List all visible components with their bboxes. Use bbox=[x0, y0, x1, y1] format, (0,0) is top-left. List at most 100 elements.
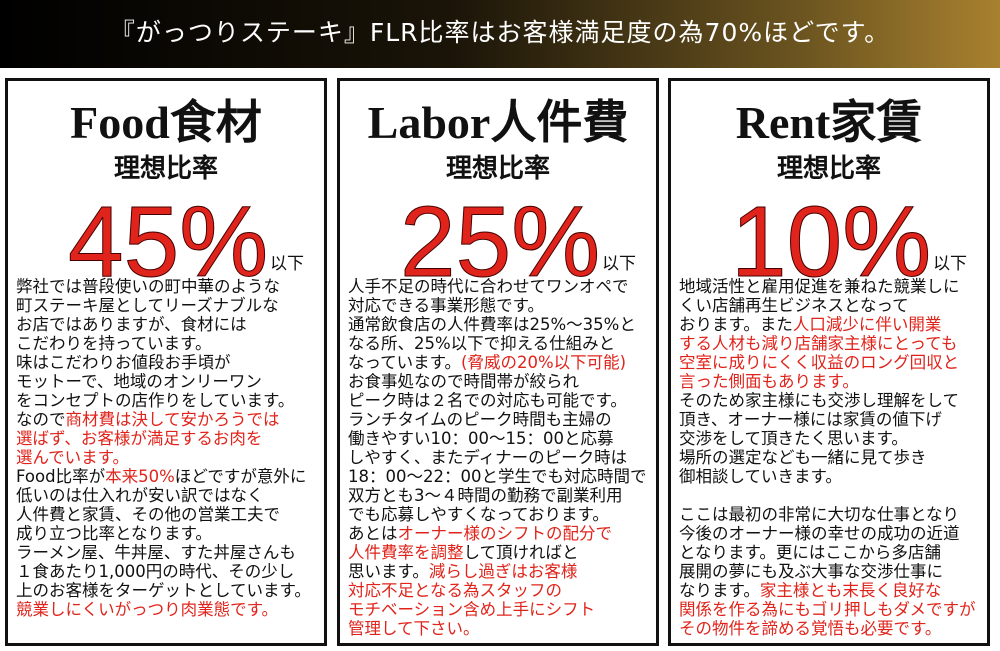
highlight-text: 家主様とも末長く良好な bbox=[759, 581, 942, 600]
text-line: なので商材費は決して安かろうでは bbox=[16, 410, 322, 429]
highlight-text: 本来50% bbox=[105, 467, 175, 486]
text: ほどですが意外に bbox=[174, 467, 307, 486]
text-line: ピーク時は２名での対応も可能です。 bbox=[348, 391, 654, 410]
highlight-text: (脅威の20%以下可能) bbox=[461, 353, 627, 372]
text: １食あたり1,000円の時代、その少し bbox=[16, 562, 295, 581]
text: お店ではありますが、食材には bbox=[16, 315, 247, 334]
text-line: 弊社では普段使いの町中華のような bbox=[16, 277, 322, 296]
text: となります。更にはここから多店舗 bbox=[679, 543, 941, 562]
highlight-text: 商材費は決して安かろうでは bbox=[65, 410, 280, 429]
text-line: 成り立つ比率となります。 bbox=[16, 524, 322, 543]
text: ラーメン屋、牛丼屋、すた丼屋さんも bbox=[16, 543, 296, 562]
paragraph: ここは最初の非常に大切な仕事となり 今後のオーナー様の幸せの成功の近道 となります。… bbox=[679, 505, 985, 638]
text: こだわりを持っています。 bbox=[16, 334, 212, 353]
text-line: モチベーション含め上手にシフト bbox=[348, 600, 654, 619]
panel: Labor人件費 理想比率 25% 以下 人手不足の時代に合わせてワンオペで 対応できる事… bbox=[337, 78, 659, 646]
text-line: お店ではありますが、食材には bbox=[16, 315, 322, 334]
percent: 45% bbox=[67, 186, 269, 298]
highlight-text: モチベーション含め上手にシフト bbox=[348, 600, 596, 619]
text: 人手不足の時代に合わせてワンオペで bbox=[348, 277, 629, 296]
text-line: なる所、25%以下で抑える仕組みと bbox=[348, 334, 654, 353]
text-line: おります。また人口減少に伴い開業 bbox=[679, 315, 985, 334]
text: なっています。 bbox=[348, 353, 462, 372]
text-line: 通常飲食店の人件費率は25%〜35%と bbox=[348, 315, 654, 334]
text: 双方とも3〜４時間の勤務で副業利用 bbox=[348, 486, 623, 505]
text: 18：00〜22：00と学生でも対応時間で bbox=[348, 467, 647, 486]
text-line: 対応不足となる為スタッフの bbox=[348, 581, 654, 600]
text: 場所の選定なども一緒に見て歩き bbox=[679, 448, 927, 467]
highlight-text: 選んでいます。 bbox=[16, 448, 130, 467]
percent: 10% bbox=[730, 186, 932, 298]
text-line: 低いのは仕入れが安い訳ではなく bbox=[16, 486, 322, 505]
text: 上のお客様をターゲットとしています。 bbox=[16, 581, 311, 600]
text: 思います。 bbox=[348, 562, 429, 581]
text-line: ランチタイムのピーク時間も主婦の bbox=[348, 410, 654, 429]
text-line: 関係を作る為にもゴリ押しもダメですが bbox=[679, 600, 985, 619]
text-line: 選んでいます。 bbox=[16, 448, 322, 467]
text: あとは bbox=[348, 524, 398, 543]
text: 味はこだわりお値段お手頃が bbox=[16, 353, 231, 372]
text: 展開の夢にも及ぶ大事な交渉仕事に bbox=[679, 562, 943, 581]
text: 交渉をして頂きたく思います。 bbox=[679, 429, 908, 448]
text-line: くい店舗再生ビジネスとなって bbox=[679, 296, 985, 315]
panel-subtitle: 理想比率 bbox=[113, 154, 218, 184]
panel: Rent家賃 理想比率 10% 以下 地域活性と雇用促進を兼ねた競業しに くい店舗再生ビジ… bbox=[668, 78, 990, 646]
text-line: する人材も減り店舗家主様にとっても bbox=[679, 334, 985, 353]
text: ランチタイムのピーク時間も主婦の bbox=[348, 410, 612, 429]
text-line: あとはオーナー様のシフトの配分で bbox=[348, 524, 654, 543]
panel-title: Food食材 bbox=[70, 97, 262, 148]
paragraph: 弊社では普段使いの町中華のような 町ステーキ屋としてリーズナブルな お店ではあります… bbox=[16, 277, 322, 619]
highlight-text: する人材も減り店舗家主様にとっても bbox=[679, 334, 958, 353]
text: 低いのは仕入れが安い訳ではなく bbox=[16, 486, 264, 505]
text-line: 町ステーキ屋としてリーズナブルな bbox=[16, 296, 322, 315]
text-line: 言った側面もあります。 bbox=[679, 372, 985, 391]
text-line: １食あたり1,000円の時代、その少し bbox=[16, 562, 322, 581]
text: をコンセプトの店作りをしています。 bbox=[16, 391, 295, 410]
text-line: 人件費と家賃、その他の営業工夫で bbox=[16, 505, 322, 524]
highlight-text: 空室に成りにくく収益のロング回収と bbox=[679, 353, 960, 372]
percent: 25% bbox=[399, 186, 601, 298]
text-line: なっています。(脅威の20%以下可能) bbox=[348, 353, 654, 372]
text: して頂ければと bbox=[463, 543, 579, 562]
text-line: こだわりを持っています。 bbox=[16, 334, 322, 353]
paragraph: 人手不足の時代に合わせてワンオペで 対応できる事業形態です。 通常飲食店の人件費率は… bbox=[348, 277, 654, 638]
text-line: 18：00〜22：00と学生でも対応時間で bbox=[348, 467, 654, 486]
text-line: となります。更にはここから多店舗 bbox=[679, 543, 985, 562]
text-line: 御相談していきます。 bbox=[679, 467, 985, 486]
text: なります。 bbox=[679, 581, 760, 600]
text-line: その物件を諦める覚悟も必要です。 bbox=[679, 619, 985, 638]
text-line: お食事処なので時間帯が絞られ bbox=[348, 372, 654, 391]
text: 通常飲食店の人件費率は25%〜35%と bbox=[348, 315, 636, 334]
highlight-text: 関係を作る為にもゴリ押しもダメですが bbox=[679, 600, 976, 619]
panel-title: Labor人件費 bbox=[367, 97, 629, 148]
text: なる所、25%以下で抑える仕組みと bbox=[348, 334, 616, 353]
text-line: 人手不足の時代に合わせてワンオペで bbox=[348, 277, 654, 296]
text: 人件費と家賃、その他の営業工夫で bbox=[16, 505, 280, 524]
highlight-text: オーナー様のシフトの配分で bbox=[397, 524, 613, 543]
text-line: そのため家主様にも交渉し理解をして bbox=[679, 391, 985, 410]
text: 弊社では普段使いの町中華のような bbox=[16, 277, 280, 296]
highlight-text: その物件を諦める覚悟も必要です。 bbox=[679, 619, 942, 638]
percent-suffix: 以下 bbox=[933, 254, 967, 274]
text: Food比率が bbox=[16, 467, 106, 486]
highlight-text: 減らし過ぎはお客様 bbox=[428, 562, 578, 581]
panel-body: 人手不足の時代に合わせてワンオペで 対応できる事業形態です。 通常飲食店の人件費率は… bbox=[348, 277, 654, 638]
text: ピーク時は２名での対応も可能です。 bbox=[348, 391, 627, 410]
text: そのため家主様にも交渉し理解をして bbox=[679, 391, 960, 410]
text-line: 地域活性と雇用促進を兼ねた競業しに bbox=[679, 277, 985, 296]
text-line: 味はこだわりお値段お手頃が bbox=[16, 353, 322, 372]
text-line: 交渉をして頂きたく思います。 bbox=[679, 429, 985, 448]
percent-suffix: 以下 bbox=[602, 254, 636, 274]
text: お食事処なので時間帯が絞られ bbox=[348, 372, 579, 391]
text: 働きやすい10：00〜15：00と応募 bbox=[348, 429, 614, 448]
text-line: 働きやすい10：00〜15：00と応募 bbox=[348, 429, 654, 448]
text-line: 場所の選定なども一緒に見て歩き bbox=[679, 448, 985, 467]
highlight-text: 言った側面もあります。 bbox=[679, 372, 859, 391]
highlight-text: 選ばず、お客様が満足するお肉を bbox=[16, 429, 263, 448]
highlight-text: 対応不足となる為スタッフの bbox=[348, 581, 563, 600]
text-line: でも応募しやすくなっております。 bbox=[348, 505, 654, 524]
panel: Food食材 理想比率 45% 以下 弊社では普段使いの町中華のような 町ステーキ屋として… bbox=[5, 78, 327, 646]
text-line: 空室に成りにくく収益のロング回収と bbox=[679, 353, 985, 372]
text-line: しやすく、またディナーのピーク時は bbox=[348, 448, 654, 467]
